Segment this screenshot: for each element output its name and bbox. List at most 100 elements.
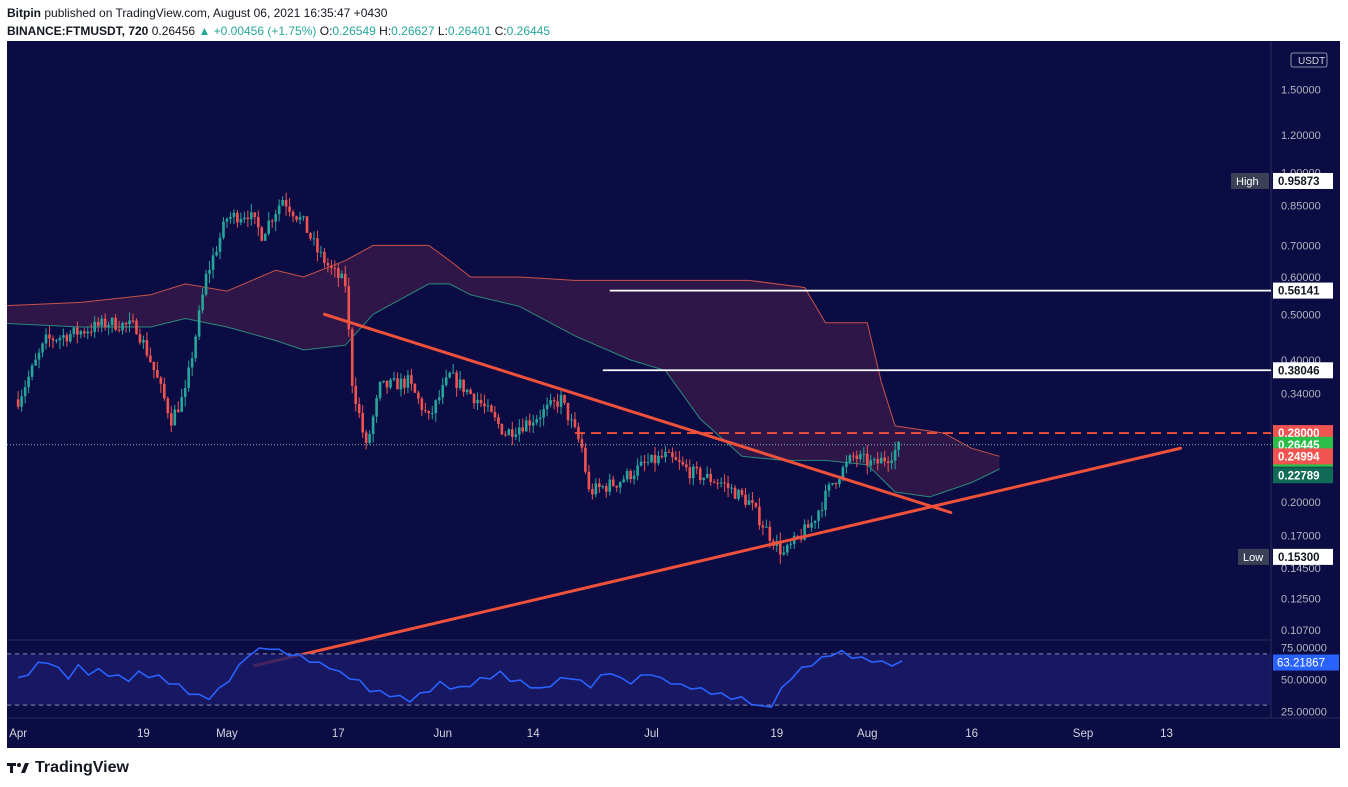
candle-up bbox=[121, 322, 124, 331]
candle-up bbox=[23, 387, 27, 397]
candle-down bbox=[611, 479, 615, 486]
candle-down bbox=[16, 399, 20, 407]
candle-down bbox=[556, 401, 559, 407]
candle-up bbox=[507, 429, 511, 436]
candle-up bbox=[730, 487, 733, 489]
candle-down bbox=[709, 473, 712, 482]
candle-down bbox=[364, 432, 368, 443]
candle-down bbox=[288, 206, 291, 212]
candle-up bbox=[30, 365, 34, 377]
candle-up bbox=[20, 396, 23, 407]
candle-down bbox=[716, 482, 719, 484]
candle-down bbox=[236, 212, 239, 223]
candle-up bbox=[785, 544, 789, 553]
candle-down bbox=[685, 464, 688, 468]
high-label-bg bbox=[1273, 172, 1333, 189]
candle-down bbox=[76, 327, 79, 335]
candle-up bbox=[657, 455, 660, 464]
candle-up bbox=[173, 409, 177, 426]
candle-up bbox=[803, 524, 806, 540]
candle-up bbox=[190, 358, 194, 368]
candle-down bbox=[598, 483, 601, 488]
candle-up bbox=[859, 454, 862, 460]
candle-down bbox=[424, 410, 427, 412]
time-tick-label: Sep bbox=[1073, 728, 1093, 740]
chart-area[interactable]: 1.500001.200001.000000.850000.700000.600… bbox=[7, 41, 1340, 748]
candle-down bbox=[726, 483, 730, 488]
candle-down bbox=[152, 361, 156, 370]
published-text: published on TradingView.com, August 06,… bbox=[44, 6, 388, 20]
low-value: 0.26401 bbox=[447, 24, 492, 38]
candle-down bbox=[490, 405, 493, 412]
candle-up bbox=[375, 398, 378, 417]
candle-down bbox=[323, 251, 326, 263]
unit-badge bbox=[1290, 52, 1328, 68]
candle-down bbox=[145, 340, 149, 356]
candle-up bbox=[187, 367, 190, 388]
candle-up bbox=[218, 237, 222, 252]
candle-up bbox=[142, 340, 145, 343]
candle-up bbox=[225, 218, 229, 222]
candle-up bbox=[58, 337, 62, 341]
candle-down bbox=[688, 467, 692, 479]
open-value: 0.26549 bbox=[332, 24, 376, 38]
candle-down bbox=[584, 447, 587, 472]
candle-down bbox=[350, 329, 354, 386]
level-label-022789-bg bbox=[1273, 467, 1333, 484]
candle-down bbox=[103, 318, 107, 328]
candle-down bbox=[511, 429, 514, 437]
candle-up bbox=[437, 397, 441, 401]
time-tick-label: Aug bbox=[857, 728, 877, 740]
candle-up bbox=[545, 404, 549, 410]
candle-up bbox=[434, 400, 438, 414]
candle-up bbox=[817, 510, 820, 521]
candle-up bbox=[281, 200, 284, 206]
publisher-name[interactable]: Bitpin bbox=[7, 6, 41, 20]
rsi-tick-label: 50.00000 bbox=[1281, 675, 1327, 687]
candle-down bbox=[396, 378, 399, 390]
candle-up bbox=[93, 321, 97, 332]
candle-down bbox=[420, 398, 424, 411]
candle-up bbox=[110, 317, 114, 326]
trendline-ascending bbox=[253, 446, 1182, 668]
candle-down bbox=[674, 457, 678, 460]
tradingview-logo[interactable]: TradingView bbox=[7, 759, 129, 777]
rsi-current-value: 63.21867 bbox=[1277, 658, 1325, 670]
candle-up bbox=[848, 455, 852, 462]
candle-up bbox=[34, 359, 37, 366]
candle-down bbox=[469, 389, 472, 394]
candle-up bbox=[827, 484, 831, 491]
candle-up bbox=[448, 372, 451, 378]
candle-down bbox=[876, 459, 880, 464]
candle-down bbox=[778, 540, 782, 555]
candle-up bbox=[622, 479, 625, 483]
candle-up bbox=[312, 238, 316, 240]
time-tick-label: Jun bbox=[433, 728, 452, 740]
candle-down bbox=[166, 398, 170, 414]
level-label-022789-value: 0.22789 bbox=[1278, 470, 1320, 482]
candle-down bbox=[337, 268, 340, 278]
candle-down bbox=[343, 273, 347, 287]
candle-down bbox=[751, 500, 754, 503]
ichimoku-cloud bbox=[7, 245, 1000, 497]
candle-down bbox=[246, 217, 250, 220]
candle-down bbox=[117, 329, 121, 331]
candle-down bbox=[653, 454, 657, 464]
candle-down bbox=[528, 420, 532, 426]
candle-up bbox=[243, 217, 246, 219]
price-tick-label: 0.85000 bbox=[1281, 201, 1321, 213]
candle-up bbox=[368, 433, 371, 443]
candle-down bbox=[615, 485, 619, 488]
candle-up bbox=[79, 331, 83, 335]
symbol-label[interactable]: BINANCE:FTMUSDT, 720 bbox=[7, 24, 149, 38]
chart-canvas[interactable]: 1.500001.200001.000000.850000.700000.600… bbox=[7, 41, 1340, 748]
candle-up bbox=[702, 477, 706, 481]
close-label: C: bbox=[494, 24, 507, 38]
candle-down bbox=[410, 375, 413, 384]
candle-down bbox=[82, 331, 86, 334]
time-tick-label: 14 bbox=[527, 728, 540, 740]
candle-down bbox=[643, 461, 646, 463]
candle-up bbox=[180, 397, 184, 412]
candle-up bbox=[211, 255, 215, 270]
trendline-descending bbox=[322, 312, 953, 515]
